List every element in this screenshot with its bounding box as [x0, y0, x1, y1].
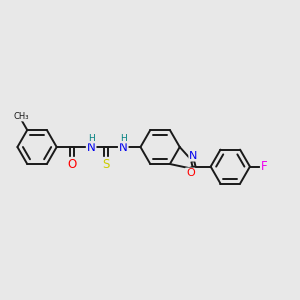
Text: H: H: [120, 134, 127, 142]
Text: N: N: [119, 140, 128, 154]
Text: F: F: [261, 160, 268, 173]
Text: S: S: [102, 158, 110, 171]
Text: H: H: [88, 134, 94, 142]
Text: N: N: [189, 151, 198, 161]
Text: N: N: [87, 140, 95, 154]
Text: O: O: [68, 158, 77, 171]
Text: O: O: [186, 168, 195, 178]
Text: CH₃: CH₃: [14, 112, 29, 121]
